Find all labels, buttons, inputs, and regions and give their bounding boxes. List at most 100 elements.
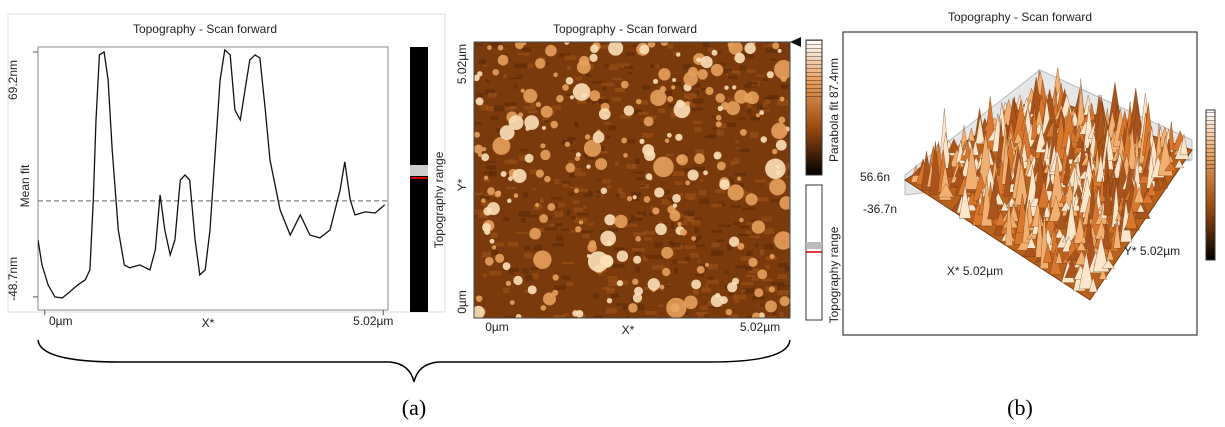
grain: [658, 68, 670, 80]
grain: [585, 134, 590, 139]
grain: [644, 196, 651, 203]
grain: [528, 285, 537, 294]
z-tick-label: -36.7n: [863, 202, 897, 216]
grain: [650, 90, 666, 106]
texture: [646, 256, 650, 259]
texture: [482, 252, 491, 257]
grain: [503, 262, 511, 270]
texture: [700, 306, 708, 310]
texture: [691, 108, 703, 111]
grain: [728, 184, 744, 200]
grain: [474, 145, 483, 154]
grain: [776, 164, 780, 168]
texture: [608, 276, 617, 282]
grain: [627, 196, 632, 201]
texture: [712, 243, 720, 248]
grain: [685, 180, 690, 185]
texture: [607, 185, 611, 189]
grain: [776, 140, 787, 151]
grain: [745, 193, 757, 205]
x-axis-label: X* 5.02µm: [947, 264, 1003, 278]
grain: [648, 278, 660, 290]
grain: [510, 300, 515, 305]
texture: [746, 251, 752, 256]
texture: [633, 172, 644, 174]
grain: [608, 41, 623, 56]
grain: [542, 126, 546, 130]
grain: [767, 71, 774, 78]
texture: [517, 74, 524, 76]
texture: [688, 198, 695, 200]
texture: [671, 115, 677, 118]
grain: [481, 153, 489, 161]
range-label: Topography range: [827, 226, 841, 323]
grain: [653, 79, 658, 84]
texture: [674, 82, 682, 86]
texture: [740, 118, 746, 120]
grain: [636, 99, 641, 104]
texture: [684, 211, 695, 216]
grain: [765, 159, 786, 180]
grain: [715, 293, 720, 298]
grain: [697, 69, 708, 80]
grain: [633, 293, 642, 302]
texture: [532, 273, 538, 279]
grain: [691, 279, 701, 289]
grain: [607, 240, 612, 245]
texture: [615, 88, 625, 92]
grain: [652, 207, 659, 214]
texture: [639, 185, 645, 187]
texture: [612, 78, 623, 80]
grain: [780, 296, 790, 306]
texture: [595, 195, 601, 198]
grain: [655, 223, 667, 235]
texture: [719, 225, 732, 227]
grain: [756, 113, 760, 117]
grain: [737, 243, 744, 250]
texture: [658, 109, 665, 113]
grain: [589, 54, 597, 62]
grain: [715, 93, 725, 103]
grain: [714, 151, 722, 159]
grain: [516, 314, 522, 320]
grain: [732, 85, 736, 89]
grain: [621, 138, 627, 144]
texture: [650, 255, 662, 259]
grain: [642, 144, 654, 156]
grain: [628, 303, 638, 313]
grain: [688, 169, 699, 180]
grain: [500, 125, 515, 140]
texture: [752, 277, 759, 280]
texture: [613, 264, 625, 268]
range-marker: [410, 165, 428, 176]
grain: [566, 77, 574, 85]
grain: [484, 229, 490, 235]
texture: [642, 133, 653, 138]
texture: [628, 72, 633, 75]
grain: [740, 129, 747, 136]
grain: [697, 266, 705, 274]
texture: [575, 76, 582, 80]
texture: [644, 237, 652, 240]
grain: [654, 187, 664, 197]
texture: [734, 158, 740, 163]
grain: [691, 236, 696, 241]
grain: [617, 280, 623, 286]
texture: [618, 188, 623, 193]
texture: [573, 200, 580, 203]
texture: [764, 228, 774, 234]
grain: [498, 55, 509, 66]
grain: [540, 150, 550, 160]
grain: [552, 290, 558, 296]
texture: [528, 64, 534, 69]
texture: [717, 51, 721, 54]
texture: [674, 268, 678, 274]
texture: [735, 173, 747, 176]
grain: [487, 202, 500, 215]
grain: [487, 45, 492, 50]
texture: [475, 122, 482, 125]
texture: [561, 262, 573, 264]
grain: [779, 117, 786, 124]
texture: [655, 64, 660, 68]
grain: [593, 131, 605, 143]
